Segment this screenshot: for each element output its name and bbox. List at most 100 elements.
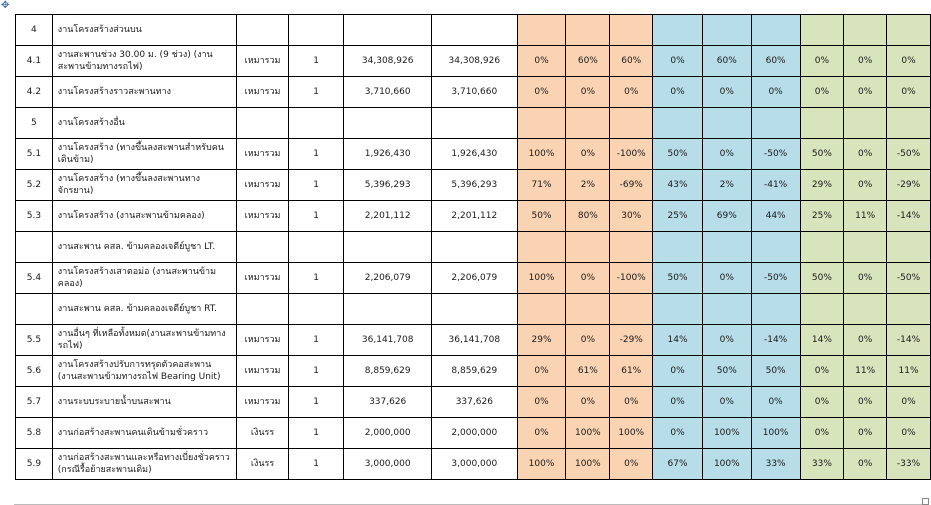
unit-cell — [236, 293, 289, 325]
percent-cell-p3-2: 0% — [843, 45, 888, 77]
table-row: 4.2 งานโครงสร้างราวสะพานทาง เหมารวม 1 3,710,… — [15, 76, 931, 108]
percent-cell-p2-1: 25% — [652, 200, 703, 232]
percent-cell-p2-3 — [750, 14, 801, 46]
move-table-handle-icon[interactable]: ✥ — [1, 0, 10, 11]
percent-cell-p2-2: 0% — [701, 262, 752, 294]
percent-cell-p2-3: -50% — [750, 262, 801, 294]
table-row: งานสะพาน คสล. ข้ามคลองเจดีย์บูชา RT. — [15, 293, 931, 325]
percent-cell-p3-3 — [886, 293, 931, 325]
total-amount-cell: 3,710,660 — [430, 76, 518, 108]
amount-cell — [343, 107, 432, 139]
percent-cell-p1-3: 100% — [609, 417, 654, 449]
amount-cell — [343, 14, 432, 46]
percent-cell-p2-1: 0% — [652, 386, 703, 418]
quantity-cell: 1 — [287, 138, 345, 170]
description-cell: งานโครงสร้าง (ทางขึ้นลงสะพานสำหรับคนเดิน… — [51, 138, 238, 170]
percent-cell-p3-2 — [843, 107, 888, 139]
percent-cell-p3-2 — [843, 231, 888, 263]
quantity-cell: 1 — [287, 200, 345, 232]
percent-cell-p1-3: -29% — [609, 324, 654, 356]
description-cell: งานโครงสร้างราวสะพานทาง — [51, 76, 238, 108]
percent-cell-p1-3 — [609, 293, 654, 325]
table-row: 5.8 งานก่อสร้างสะพานคนเดินข้ามชั่วคราว เงิ… — [15, 417, 931, 449]
item-number-cell: 5.1 — [15, 138, 53, 170]
percent-cell-p1-1 — [516, 107, 567, 139]
item-number-cell: 5.6 — [15, 355, 53, 387]
table-row: งานสะพาน คสล. ข้ามคลองเจดีย์บูชา LT. — [15, 231, 931, 263]
unit-cell: เงินรร — [236, 448, 289, 480]
percent-cell-p2-2: 60% — [701, 45, 752, 77]
item-number-cell: 5.3 — [15, 200, 53, 232]
percent-cell-p2-3: 50% — [750, 355, 801, 387]
unit-cell: เงินรร — [236, 417, 289, 449]
unit-cell — [236, 107, 289, 139]
percent-cell-p3-2: 0% — [843, 169, 888, 201]
table-body: 4 งานโครงสร้างส่วนบน 4.1 งานสะพานช่วง 30.00… — [15, 14, 931, 480]
percent-cell-p2-2: 69% — [701, 200, 752, 232]
percent-cell-p1-3: 61% — [609, 355, 654, 387]
item-number-cell: 5.9 — [15, 448, 53, 480]
amount-cell: 2,206,079 — [343, 262, 432, 294]
amount-cell — [343, 293, 432, 325]
percent-cell-p1-1: 100% — [516, 138, 567, 170]
percent-cell-p1-3: 60% — [609, 45, 654, 77]
percent-cell-p3-2 — [843, 293, 888, 325]
percent-cell-p3-1: 0% — [799, 45, 845, 77]
table-row: 5.5 งานอื่นๆ ที่เหลือทั้งหมด(งานสะพานข้าม… — [15, 324, 931, 356]
percent-cell-p3-3: -14% — [886, 200, 931, 232]
percent-cell-p2-2: 100% — [701, 448, 752, 480]
percent-cell-p1-3: 30% — [609, 200, 654, 232]
percent-cell-p1-2: 0% — [565, 324, 611, 356]
percent-cell-p3-1 — [799, 14, 845, 46]
item-number-cell: 5 — [15, 107, 53, 139]
progress-table: 4 งานโครงสร้างส่วนบน 4.1 งานสะพานช่วง 30.00… — [15, 14, 931, 480]
unit-cell: เหมารวม — [236, 262, 289, 294]
percent-cell-p2-2: 0% — [701, 386, 752, 418]
percent-cell-p1-1: 100% — [516, 448, 567, 480]
percent-cell-p1-3: -69% — [609, 169, 654, 201]
table-row: 5.6 งานโครงสร้างปรับการทรุดตัวคอสะพาน (งา… — [15, 355, 931, 387]
item-number-cell: 4.1 — [15, 45, 53, 77]
total-amount-cell: 34,308,926 — [430, 45, 518, 77]
total-amount-cell: 5,396,293 — [430, 169, 518, 201]
amount-cell: 2,201,112 — [343, 200, 432, 232]
percent-cell-p1-1: 29% — [516, 324, 567, 356]
percent-cell-p3-3 — [886, 14, 931, 46]
percent-cell-p1-1: 100% — [516, 262, 567, 294]
percent-cell-p3-2: 0% — [843, 417, 888, 449]
percent-cell-p2-1 — [652, 293, 703, 325]
quantity-cell: 1 — [287, 262, 345, 294]
unit-cell — [236, 14, 289, 46]
percent-cell-p2-3: 0% — [750, 386, 801, 418]
quantity-cell: 1 — [287, 386, 345, 418]
percent-cell-p2-1 — [652, 231, 703, 263]
percent-cell-p2-2: 2% — [701, 169, 752, 201]
percent-cell-p3-1: 33% — [799, 448, 845, 480]
amount-cell: 5,396,293 — [343, 169, 432, 201]
percent-cell-p2-2: 50% — [701, 355, 752, 387]
total-amount-cell: 337,626 — [430, 386, 518, 418]
amount-cell: 1,926,430 — [343, 138, 432, 170]
percent-cell-p2-1 — [652, 14, 703, 46]
quantity-cell — [287, 107, 345, 139]
unit-cell: เหมารวม — [236, 169, 289, 201]
percent-cell-p1-2 — [565, 14, 611, 46]
description-cell: งานโครงสร้างปรับการทรุดตัวคอสะพาน (งานสะ… — [51, 355, 238, 387]
percent-cell-p2-2: 0% — [701, 76, 752, 108]
total-amount-cell: 2,206,079 — [430, 262, 518, 294]
quantity-cell — [287, 231, 345, 263]
item-number-cell: 5.2 — [15, 169, 53, 201]
percent-cell-p2-3: 60% — [750, 45, 801, 77]
percent-cell-p2-3: -14% — [750, 324, 801, 356]
unit-cell: เหมารวม — [236, 76, 289, 108]
total-amount-cell: 2,201,112 — [430, 200, 518, 232]
percent-cell-p1-1 — [516, 14, 567, 46]
percent-cell-p1-2: 100% — [565, 448, 611, 480]
percent-cell-p1-2: 0% — [565, 76, 611, 108]
description-cell: งานโครงสร้างส่วนบน — [51, 14, 238, 46]
percent-cell-p3-3: -50% — [886, 138, 931, 170]
percent-cell-p1-3: 0% — [609, 76, 654, 108]
percent-cell-p1-2: 2% — [565, 169, 611, 201]
table-resize-handle[interactable] — [922, 498, 929, 505]
unit-cell: เหมารวม — [236, 138, 289, 170]
